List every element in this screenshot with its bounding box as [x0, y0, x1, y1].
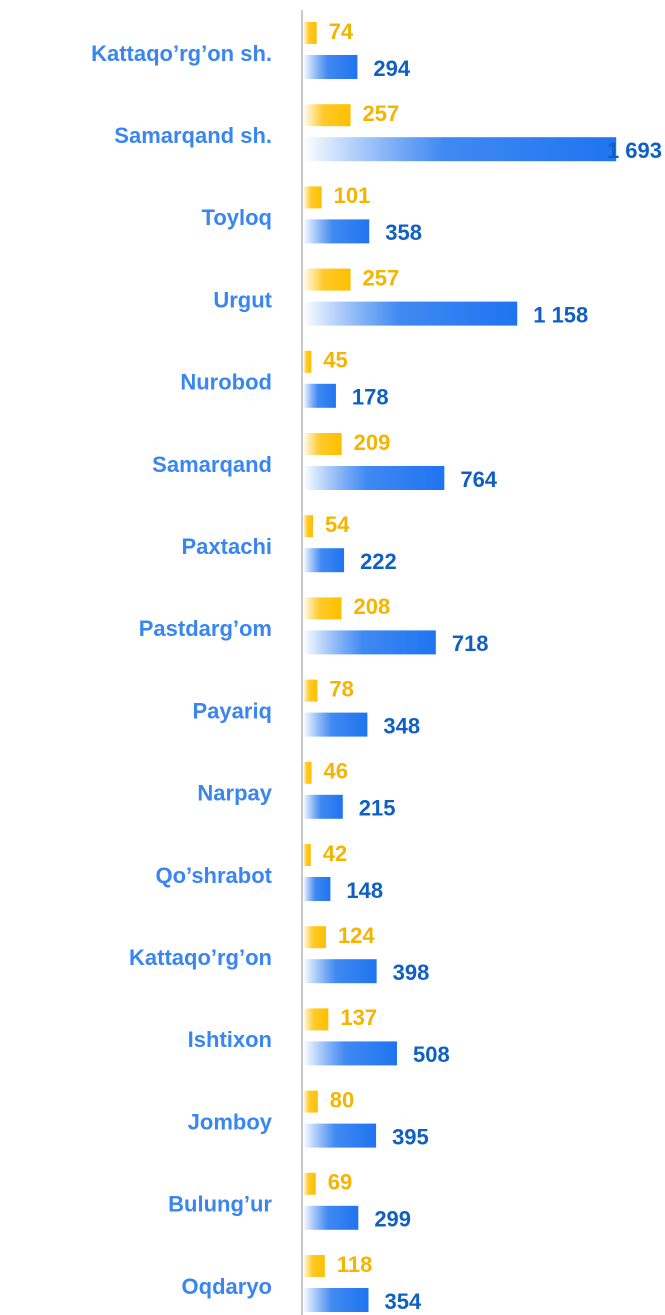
- value-label: 46: [324, 759, 348, 784]
- category-label: Oqdaryo: [182, 1274, 272, 1299]
- category-label: Narpay: [197, 781, 272, 806]
- value-label: 222: [360, 549, 397, 574]
- value-label: 42: [323, 841, 347, 866]
- bar: [303, 515, 313, 538]
- bar: [303, 794, 343, 819]
- bar: [303, 844, 311, 866]
- value-label: 215: [359, 796, 396, 821]
- bar: [303, 22, 317, 44]
- bar: [303, 1288, 369, 1312]
- bar: [303, 1205, 359, 1230]
- value-label: 124: [338, 923, 375, 948]
- value-label: 348: [383, 713, 420, 738]
- value-label: 45: [323, 348, 347, 373]
- category-label: Toyloq: [202, 205, 272, 230]
- bar: [303, 268, 351, 291]
- bar: [303, 926, 326, 949]
- value-label: 358: [385, 220, 422, 245]
- category-label: Kattaqo’rg’on: [129, 945, 272, 970]
- value-label: 101: [334, 183, 371, 208]
- bar: [303, 301, 518, 326]
- category-label: Payariq: [193, 698, 273, 723]
- value-label: 294: [373, 56, 410, 81]
- bar: [303, 597, 342, 620]
- value-label: 74: [329, 19, 354, 44]
- value-label: 78: [329, 676, 353, 701]
- category-label: Paxtachi: [182, 534, 273, 559]
- value-label: 395: [392, 1124, 429, 1149]
- bar: [303, 1123, 377, 1148]
- bar: [303, 219, 370, 244]
- value-label: 148: [346, 878, 383, 903]
- bar: [303, 1008, 329, 1031]
- bar: [303, 466, 445, 490]
- bar: [303, 877, 331, 901]
- value-label: 299: [374, 1207, 411, 1232]
- value-label: 69: [328, 1170, 352, 1195]
- category-label: Samarqand sh.: [114, 123, 272, 148]
- bar: [303, 1255, 325, 1277]
- bar: [303, 350, 312, 373]
- category-label: Jomboy: [188, 1109, 273, 1134]
- value-label: 178: [352, 385, 389, 410]
- value-label: 354: [384, 1289, 421, 1314]
- bar: [303, 186, 322, 209]
- bar: [303, 1041, 397, 1066]
- category-label: Pastdarg’om: [139, 616, 272, 641]
- category-label: Ishtixon: [188, 1027, 272, 1052]
- category-label: Urgut: [213, 287, 272, 312]
- value-label: 508: [413, 1042, 450, 1067]
- bar: [303, 761, 312, 784]
- bar: [303, 712, 368, 737]
- category-label: Kattaqo’rg’on sh.: [91, 41, 272, 66]
- value-label: 80: [330, 1087, 354, 1112]
- bar: [303, 1090, 318, 1113]
- category-label: Bulung’ur: [168, 1192, 272, 1217]
- value-label: 208: [353, 594, 390, 619]
- bar: [303, 433, 342, 455]
- value-label: 54: [325, 512, 350, 537]
- bar: [303, 679, 318, 702]
- value-label: 257: [363, 265, 400, 290]
- value-label: 118: [337, 1252, 373, 1277]
- bar: [303, 55, 358, 79]
- value-label: 1 693: [607, 138, 662, 163]
- category-label: Qo’shrabot: [155, 863, 272, 888]
- value-label: 137: [340, 1005, 377, 1030]
- bar: [303, 630, 436, 655]
- category-label: Samarqand: [152, 452, 272, 477]
- value-label: 718: [452, 631, 489, 656]
- category-label: Nurobod: [180, 370, 272, 395]
- bar: [303, 104, 351, 127]
- value-label: 257: [363, 101, 400, 126]
- value-label: 764: [460, 467, 497, 492]
- bar: [303, 548, 345, 573]
- bar: [303, 383, 336, 408]
- value-label: 1 158: [533, 302, 588, 327]
- value-label: 398: [393, 960, 430, 985]
- bar: [303, 137, 617, 162]
- value-label: 209: [354, 430, 391, 455]
- bar: [303, 959, 377, 984]
- bar: [303, 1172, 316, 1195]
